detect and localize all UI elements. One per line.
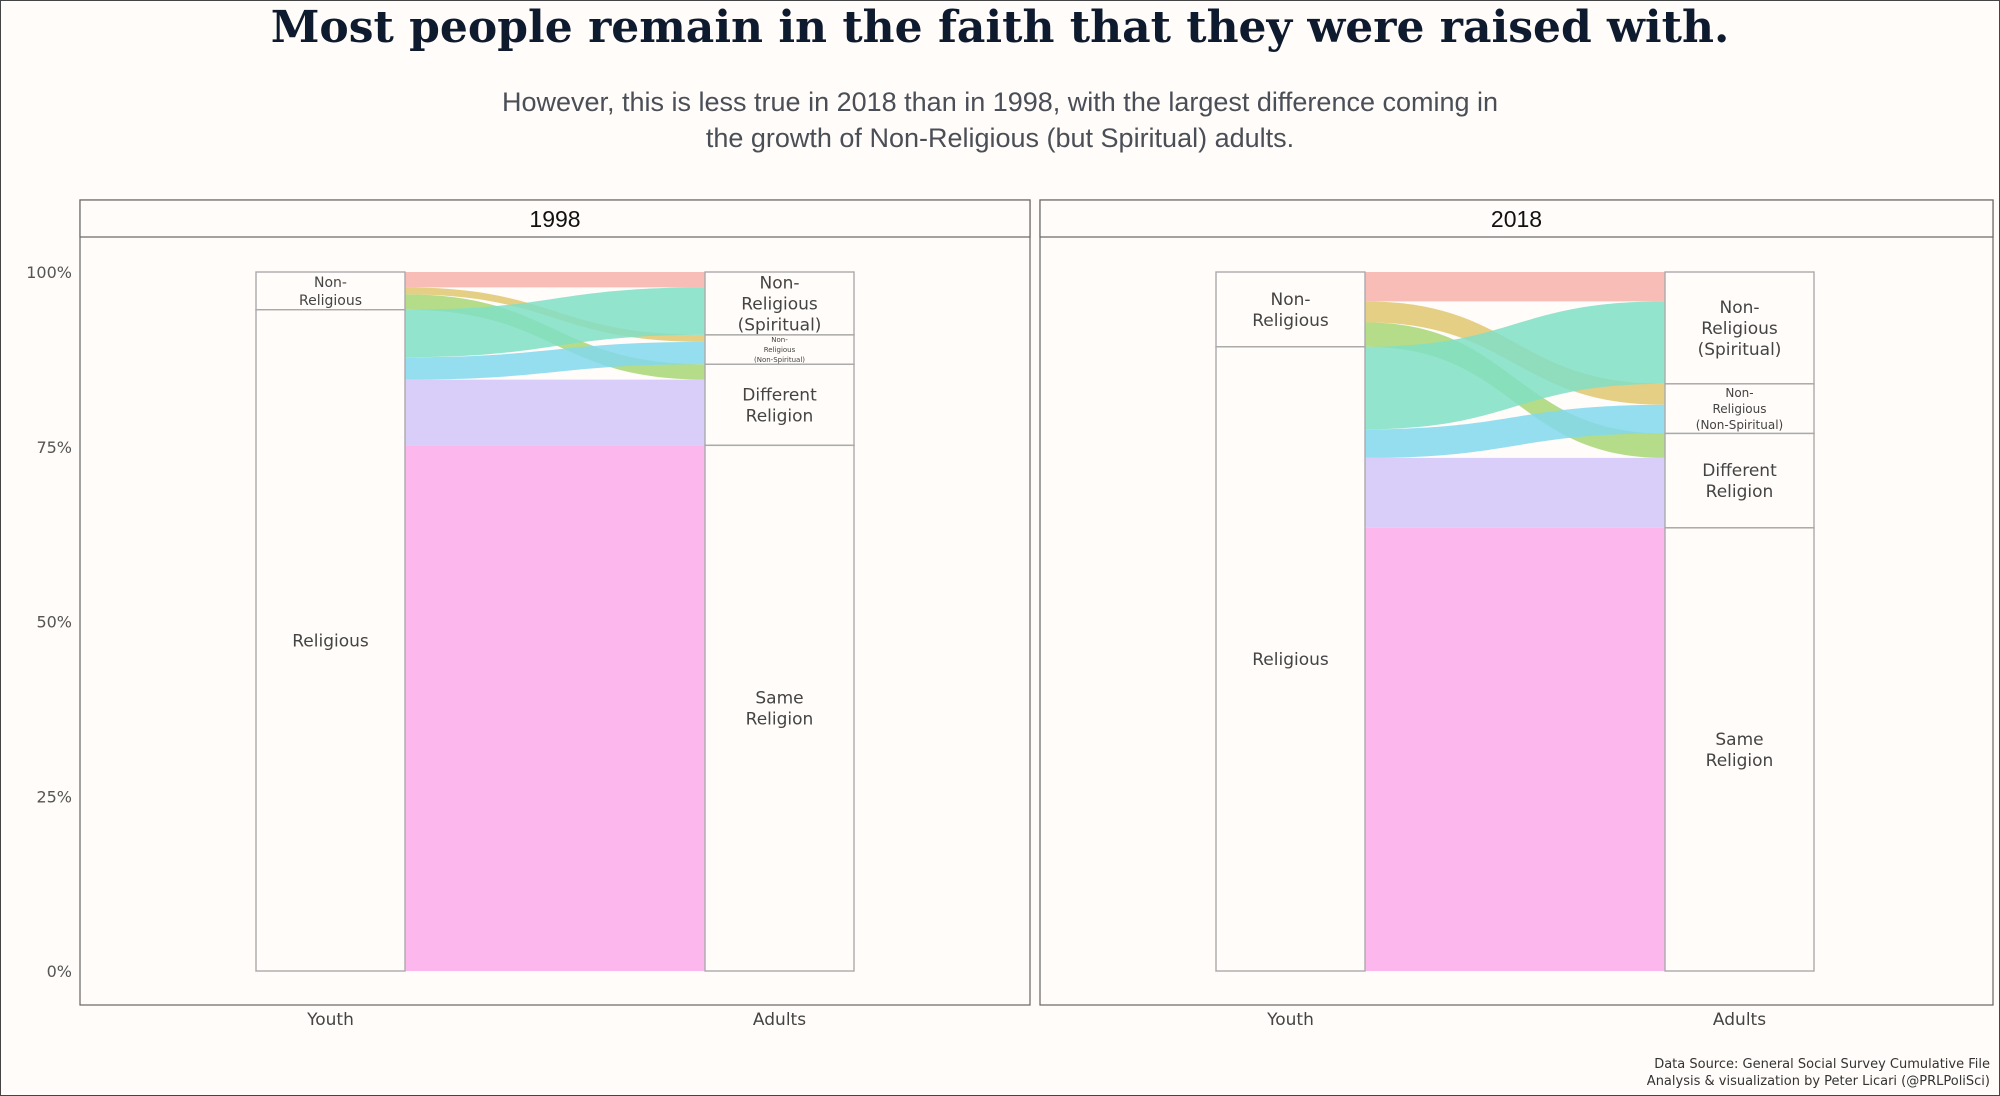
youth-stratum-label: Religious xyxy=(1252,650,1329,670)
y-tick-label: 50% xyxy=(36,613,72,632)
adult-stratum-label: Non-Religious (Non-Spiritual) xyxy=(754,336,805,364)
x-axis-label: Adults xyxy=(1713,1010,1766,1030)
flow-ribbon xyxy=(405,341,705,380)
y-tick-label: 75% xyxy=(36,438,72,457)
youth-stratum-label: Non-Religious xyxy=(1252,290,1329,331)
adult-stratum-box xyxy=(1664,383,1815,435)
youth-stratum-box xyxy=(1215,271,1366,348)
adult-stratum-label: Same Religion xyxy=(1706,730,1774,771)
adult-stratum-box xyxy=(1664,527,1815,972)
flow-ribbon xyxy=(1365,527,1665,971)
x-axis-label: Youth xyxy=(1266,1010,1314,1030)
panel-strip xyxy=(1039,199,1994,238)
youth-stratum-box xyxy=(255,309,406,972)
adult-stratum-box xyxy=(704,334,855,365)
panel-facet-label: 2018 xyxy=(1491,206,1542,232)
x-axis-label: Youth xyxy=(306,1010,354,1030)
adult-stratum-box xyxy=(704,363,855,447)
data-source-caption: Data Source: General Social Survey Cumul… xyxy=(1647,1056,1990,1090)
youth-stratum-label: Non-Religious xyxy=(299,275,362,309)
subtitle-line-1: However, this is less true in 2018 than … xyxy=(501,87,1499,117)
flow-ribbon xyxy=(405,445,705,971)
adult-stratum-box xyxy=(704,271,855,336)
chart-title: Most people remain in the faith that the… xyxy=(270,2,1730,53)
youth-stratum-box xyxy=(255,271,406,311)
flow-ribbon xyxy=(405,272,705,288)
caption-line-1: Data Source: General Social Survey Cumul… xyxy=(1654,1057,1990,1072)
y-tick-label: 25% xyxy=(36,787,72,806)
chart-subtitle: However, this is less true in 2018 than … xyxy=(500,84,1500,156)
flow-ribbon xyxy=(1365,272,1665,302)
adult-stratum-label: Non-Religious (Non-Spiritual) xyxy=(1696,386,1783,432)
youth-stratum-label: Religious xyxy=(292,631,369,651)
flow-ribbon xyxy=(405,287,705,358)
panel-facet-label: 1998 xyxy=(529,206,580,232)
youth-stratum-box xyxy=(1215,346,1366,972)
adult-stratum-label: Non-Religious (Spiritual) xyxy=(738,273,822,335)
panel-strip xyxy=(79,199,1031,238)
flow-ribbon xyxy=(1365,301,1665,430)
flow-ribbon xyxy=(1365,457,1665,528)
adult-stratum-box xyxy=(1664,432,1815,529)
flow-ribbon xyxy=(405,379,705,446)
adult-stratum-label: Same Religion xyxy=(746,689,814,730)
subtitle-line-2: the growth of Non-Religious (but Spiritu… xyxy=(705,123,1295,153)
flow-ribbon xyxy=(1365,404,1665,458)
caption-line-2: Analysis & visualization by Peter Licari… xyxy=(1646,1074,1990,1089)
x-axis-label: Adults xyxy=(753,1010,806,1030)
adult-stratum-label: Different Religion xyxy=(1702,461,1777,502)
y-tick-label: 0% xyxy=(47,962,72,981)
y-tick-label: 100% xyxy=(26,263,72,282)
adult-stratum-box xyxy=(704,444,855,972)
adult-stratum-label: Non-Religious (Spiritual) xyxy=(1698,298,1782,360)
adult-stratum-label: Different Religion xyxy=(742,385,817,426)
